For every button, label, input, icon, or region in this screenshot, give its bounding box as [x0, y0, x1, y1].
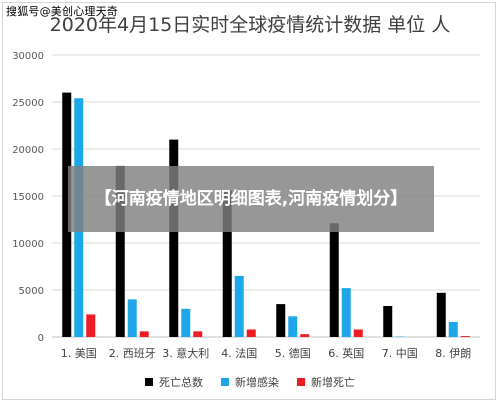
- x-tick-label: 6. 英国: [328, 346, 364, 360]
- legend-label: 新增死亡: [311, 376, 355, 389]
- bar-3: [86, 314, 96, 337]
- bar-1: [222, 190, 232, 337]
- bar-1: [115, 165, 125, 337]
- legend-item: 新增死亡: [297, 374, 355, 390]
- bar-3: [300, 334, 310, 337]
- y-tick-label: 5000: [19, 286, 44, 297]
- bar-1: [329, 223, 339, 337]
- x-tick-label: 1. 美国: [61, 347, 97, 360]
- watermark: 搜狐号@美创心理天奇: [6, 5, 118, 18]
- bar-2: [288, 316, 298, 337]
- bar-3: [139, 331, 149, 337]
- overlay-banner: 【河南疫情地区明细图表,河南疫情划分】: [68, 166, 434, 232]
- y-tick-label: 0: [38, 333, 44, 344]
- bar-3: [246, 329, 256, 337]
- bar-1: [383, 305, 393, 337]
- legend: 死亡总数 新增感染 新增死亡: [0, 374, 500, 390]
- x-tick-label: 5. 德国: [275, 346, 311, 360]
- y-axis-ticks: 0 5000 10000 15000 20000 25000 30000: [12, 51, 44, 344]
- legend-swatch: [145, 378, 153, 386]
- legend-swatch: [221, 378, 229, 386]
- y-tick-label: 30000: [12, 51, 44, 62]
- legend-item: 新增感染: [221, 374, 279, 390]
- bar-1: [436, 292, 446, 337]
- bar-2: [448, 321, 458, 337]
- bar-2: [234, 275, 244, 337]
- bar-2: [341, 288, 351, 337]
- legend-swatch: [297, 378, 305, 386]
- x-tick-label: 3. 意大利: [162, 346, 209, 360]
- bar-2: [181, 308, 191, 337]
- bar-1: [62, 92, 72, 337]
- bar-3: [193, 331, 203, 337]
- x-tick-label: 2. 西班牙: [109, 347, 156, 360]
- bar-1: [276, 304, 286, 337]
- x-tick-label: 8. 伊朗: [435, 347, 471, 360]
- bar-3: [460, 336, 470, 337]
- x-axis-ticks: 1. 美国 2. 西班牙 3. 意大利 4. 法国 5. 德国 6. 英国 7. 中国 8. …: [61, 346, 472, 360]
- bar-2: [127, 299, 137, 337]
- y-tick-label: 15000: [12, 192, 44, 203]
- bar-1: [169, 139, 179, 337]
- chart-title: 2020年4月15日实时全球疫情统计数据 单位 人: [49, 14, 451, 36]
- legend-label: 新增感染: [235, 376, 279, 389]
- y-tick-label: 20000: [12, 145, 44, 156]
- y-tick-label: 10000: [12, 239, 44, 250]
- y-tick-label: 25000: [12, 98, 44, 109]
- legend-label: 死亡总数: [159, 376, 203, 389]
- x-tick-label: 7. 中国: [382, 347, 418, 360]
- x-tick-label: 4. 法国: [221, 346, 257, 360]
- bar-3: [353, 329, 363, 337]
- legend-item: 死亡总数: [145, 374, 203, 390]
